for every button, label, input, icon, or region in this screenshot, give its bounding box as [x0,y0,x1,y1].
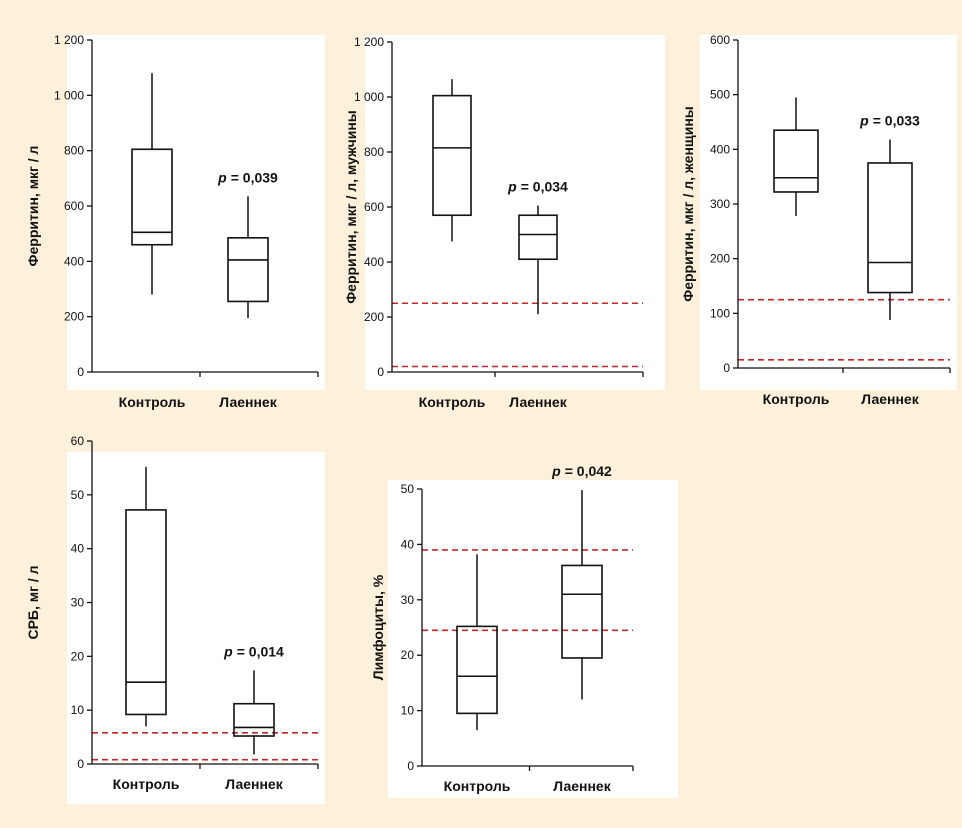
box-iqr [227,237,269,303]
category-label: Лаеннек [509,394,567,410]
p-symbol: p [507,179,517,195]
y-tick-label: 50 [401,482,415,496]
p-value: = 0,042 [565,463,612,479]
plot-area [700,35,957,390]
category-label: Лаеннек [553,778,611,794]
plot-area [67,35,325,390]
category-label: Контроль [113,776,180,792]
y-tick-label: 30 [71,596,85,610]
box-iqr [773,129,819,193]
y-tick-label: 300 [710,197,730,211]
box-laennec [227,196,269,319]
box-iqr [867,162,913,294]
p-value-label: p = 0,042 [551,463,612,479]
y-tick-label: 400 [64,254,84,268]
p-symbol: p [551,463,561,479]
y-tick-label: 100 [710,306,730,320]
category-label: Контроль [419,394,486,410]
category-label: Контроль [444,778,511,794]
y-tick-label: 400 [364,255,384,269]
p-symbol: p [217,169,227,185]
box-laennec [233,670,275,755]
p-symbol: p [859,112,869,128]
category-label: Лаеннек [861,391,919,407]
y-tick-label: 200 [64,310,84,324]
box-control [432,79,472,242]
y-tick-label: 0 [407,759,414,773]
box-control [125,466,167,727]
box-iqr [456,625,498,715]
y-axis-label: СРБ, мг / л [25,565,41,639]
plot-area [388,480,678,798]
box-control [773,97,819,217]
chart-panel-5: 0 10 20 30 40 50 Контроль Лаеннек Лимфоциты, % p =… [370,463,678,798]
p-value: = 0,014 [237,643,284,659]
y-axis-label: Ферритин, мкг / л, женщины [680,106,696,302]
y-tick-label: 1 000 [54,88,84,102]
y-tick-label: 1 200 [354,35,384,49]
y-tick-label: 20 [401,648,415,662]
p-symbol: p [223,643,233,659]
box-control [131,73,173,295]
p-value-label: p = 0,033 [859,112,920,128]
y-tick-label: 1 200 [54,33,84,47]
y-axis-label: Ферритин, мкг / л, мужчины [343,110,359,304]
p-value: = 0,034 [521,179,568,195]
box-iqr [561,564,603,659]
chart-panel-2: 0 200 400 600 800 1 000 1 200 Контроль Лаеннек Фе… [343,35,665,410]
p-value: = 0,039 [231,169,278,185]
box-laennec [561,490,603,700]
plot-area [365,35,665,390]
y-tick-label: 0 [377,365,384,379]
chart-panel-4: 0 10 20 30 40 50 60 Контроль Лаеннек СРБ, мг / л p… [25,434,325,804]
category-label: Лаеннек [225,776,283,792]
p-value-label: p = 0,014 [223,643,284,659]
y-tick-label: 600 [710,33,730,47]
y-tick-label: 1 000 [354,90,384,104]
y-tick-label: 200 [364,310,384,324]
y-tick-label: 40 [71,542,85,556]
y-tick-label: 500 [710,88,730,102]
plot-area [67,452,325,804]
y-tick-label: 400 [710,142,730,156]
y-tick-label: 0 [723,361,730,375]
chart-panel-1: 0 200 400 600 800 1 000 1 200 Контроль Лаеннек Фе… [25,33,325,410]
y-tick-label: 0 [77,365,84,379]
chart-panel-3: 0 100 200 300 400 500 600 Контроль Лаеннек Феррит… [680,33,957,407]
p-value-label: p = 0,039 [217,169,278,185]
y-tick-label: 10 [71,703,85,717]
y-tick-label: 60 [71,434,85,448]
box-iqr [233,702,275,737]
category-label: Лаеннек [219,394,277,410]
y-tick-label: 600 [64,199,84,213]
box-laennec [518,205,558,315]
y-tick-label: 10 [401,704,415,718]
y-tick-label: 600 [364,200,384,214]
y-tick-label: 40 [401,537,415,551]
y-tick-label: 30 [401,593,415,607]
box-iqr [432,94,472,217]
y-tick-label: 50 [71,488,85,502]
box-iqr [518,214,558,261]
y-axis-label: Лимфоциты, % [370,574,386,680]
y-axis-label: Ферритин, мкг / л [25,146,41,267]
p-value-label: p = 0,034 [507,179,568,195]
y-tick-label: 200 [710,252,730,266]
y-tick-label: 20 [71,649,85,663]
category-label: Контроль [119,394,186,410]
box-iqr [125,509,167,716]
y-tick-label: 800 [64,144,84,158]
box-laennec [867,139,913,320]
y-tick-label: 800 [364,145,384,159]
category-label: Контроль [763,391,830,407]
p-value: = 0,033 [873,112,920,128]
box-control [456,554,498,730]
y-tick-label: 0 [77,757,84,771]
box-iqr [131,148,173,246]
